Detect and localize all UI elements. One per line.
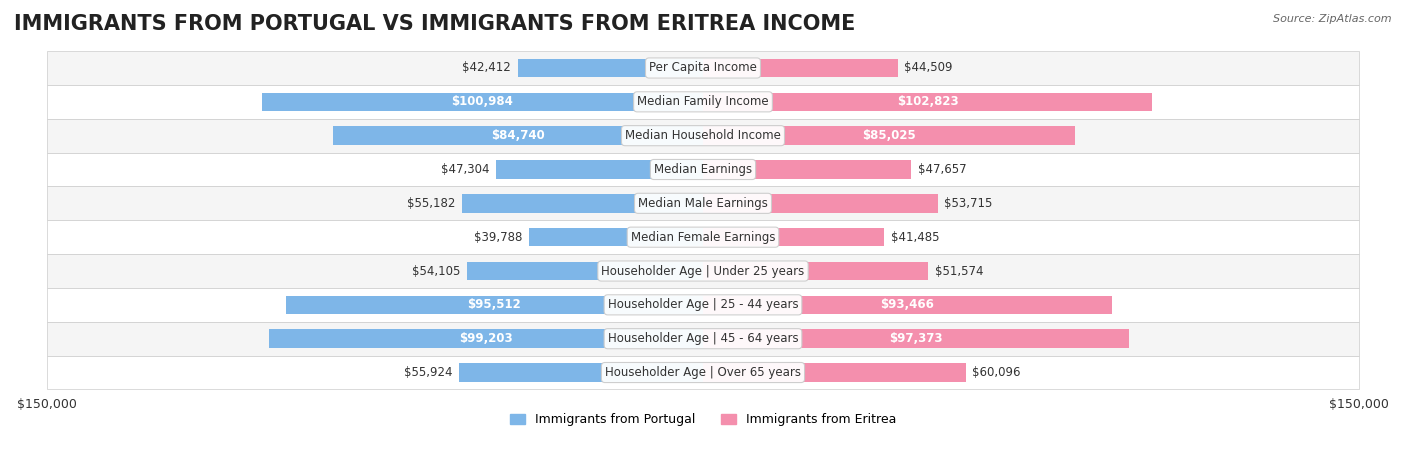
Bar	[270, 329, 703, 348]
Text: Householder Age | 25 - 44 years: Householder Age | 25 - 44 years	[607, 298, 799, 311]
FancyBboxPatch shape	[48, 288, 1358, 322]
Legend: Immigrants from Portugal, Immigrants from Eritrea: Immigrants from Portugal, Immigrants fro…	[505, 409, 901, 432]
Text: $44,509: $44,509	[904, 62, 953, 75]
Text: $42,412: $42,412	[463, 62, 510, 75]
Text: $47,304: $47,304	[441, 163, 489, 176]
Text: $60,096: $60,096	[972, 366, 1021, 379]
Text: Source: ZipAtlas.com: Source: ZipAtlas.com	[1274, 14, 1392, 24]
Text: $102,823: $102,823	[897, 95, 959, 108]
Text: $97,373: $97,373	[889, 332, 942, 345]
FancyBboxPatch shape	[48, 220, 1358, 254]
Text: $84,740: $84,740	[491, 129, 544, 142]
Bar	[467, 262, 703, 280]
FancyBboxPatch shape	[48, 119, 1358, 153]
FancyBboxPatch shape	[48, 355, 1358, 389]
Bar	[703, 194, 938, 212]
Bar	[262, 92, 703, 111]
Bar	[703, 92, 1153, 111]
Bar	[461, 194, 703, 212]
Bar	[703, 228, 884, 247]
Bar	[703, 160, 911, 179]
FancyBboxPatch shape	[48, 254, 1358, 288]
Bar	[529, 228, 703, 247]
Bar	[285, 296, 703, 314]
Text: $99,203: $99,203	[460, 332, 513, 345]
Text: Householder Age | Over 65 years: Householder Age | Over 65 years	[605, 366, 801, 379]
Text: IMMIGRANTS FROM PORTUGAL VS IMMIGRANTS FROM ERITREA INCOME: IMMIGRANTS FROM PORTUGAL VS IMMIGRANTS F…	[14, 14, 855, 34]
Text: $54,105: $54,105	[412, 264, 460, 277]
Bar	[703, 329, 1129, 348]
Text: Median Earnings: Median Earnings	[654, 163, 752, 176]
Text: Median Household Income: Median Household Income	[626, 129, 780, 142]
Text: Median Family Income: Median Family Income	[637, 95, 769, 108]
Text: $93,466: $93,466	[880, 298, 934, 311]
Text: $100,984: $100,984	[451, 95, 513, 108]
FancyBboxPatch shape	[48, 51, 1358, 85]
Text: $51,574: $51,574	[935, 264, 983, 277]
Text: Median Female Earnings: Median Female Earnings	[631, 231, 775, 244]
Text: $39,788: $39,788	[474, 231, 523, 244]
FancyBboxPatch shape	[48, 85, 1358, 119]
Text: Median Male Earnings: Median Male Earnings	[638, 197, 768, 210]
Bar	[703, 59, 897, 78]
Text: $55,924: $55,924	[404, 366, 451, 379]
FancyBboxPatch shape	[48, 186, 1358, 220]
Bar	[703, 262, 928, 280]
Bar	[496, 160, 703, 179]
Text: $95,512: $95,512	[467, 298, 522, 311]
Text: $55,182: $55,182	[406, 197, 456, 210]
FancyBboxPatch shape	[48, 153, 1358, 186]
FancyBboxPatch shape	[48, 322, 1358, 355]
Text: $53,715: $53,715	[945, 197, 993, 210]
Bar	[703, 363, 966, 382]
Text: $41,485: $41,485	[891, 231, 939, 244]
Text: $85,025: $85,025	[862, 129, 915, 142]
Bar	[458, 363, 703, 382]
Text: Per Capita Income: Per Capita Income	[650, 62, 756, 75]
Bar	[703, 296, 1112, 314]
Bar	[333, 127, 703, 145]
Text: Householder Age | 45 - 64 years: Householder Age | 45 - 64 years	[607, 332, 799, 345]
Bar	[703, 127, 1074, 145]
Text: Householder Age | Under 25 years: Householder Age | Under 25 years	[602, 264, 804, 277]
Text: $47,657: $47,657	[918, 163, 966, 176]
Bar	[517, 59, 703, 78]
